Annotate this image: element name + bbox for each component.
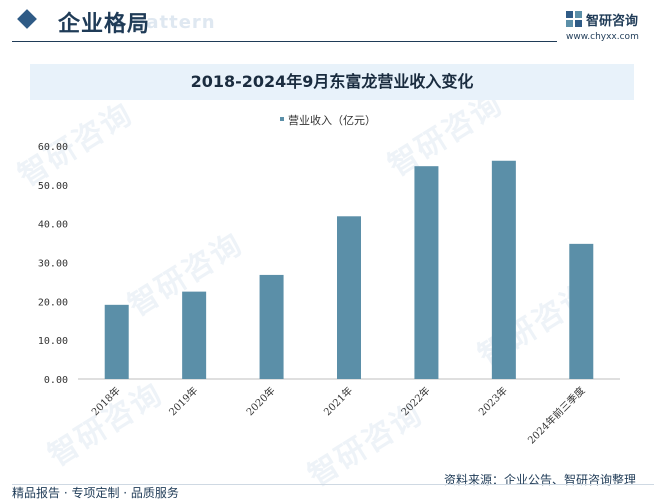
y-tick-label: 20.00 [38, 297, 68, 308]
bar [414, 166, 439, 379]
bar [337, 216, 361, 379]
source-note: 资料来源：企业公告、智研咨询整理 [444, 473, 637, 487]
header-divider [12, 41, 557, 42]
y-tick-label: 50.00 [38, 181, 68, 192]
x-tick-label: 2024年前三季度 [525, 384, 588, 447]
diamond-icon [17, 9, 37, 29]
header: e pattern 企业格局 智研咨询 www.chyxx.com [0, 0, 666, 44]
bar [104, 304, 129, 379]
chart-title-band: 2018-2024年9月东富龙营业收入变化 [30, 64, 634, 100]
footer-divider [12, 484, 654, 485]
brand-name: 智研咨询 [586, 14, 639, 29]
bar [182, 291, 207, 379]
bar-chart: 营业收入（亿元） 0.00 10.00 20.00 30.00 40.00 50.00 60.… [38, 113, 620, 447]
bar [569, 243, 594, 379]
legend-swatch [280, 117, 284, 121]
header-ghost-text: e pattern [112, 12, 216, 33]
bar [259, 274, 284, 379]
y-tick-label: 40.00 [38, 220, 68, 231]
footer-tagline: 精品报告 · 专项定制 · 品质服务 [12, 486, 179, 500]
bar [491, 160, 516, 379]
brand-logo-icon [566, 11, 582, 27]
chart-title: 2018-2024年9月东富龙营业收入变化 [190, 72, 474, 91]
section-title: 企业格局 [58, 12, 151, 37]
x-tick-label: 2022年 [398, 384, 432, 418]
y-tick-label: 30.00 [38, 259, 68, 270]
x-tick-label: 2018年 [89, 384, 123, 418]
brand-url: www.chyxx.com [566, 32, 639, 42]
y-tick-label: 10.00 [38, 336, 68, 347]
x-tick-label: 2019年 [166, 384, 200, 418]
legend-label: 营业收入（亿元） [288, 113, 376, 127]
y-tick-label: 60.00 [38, 142, 68, 153]
x-tick-label: 2020年 [243, 384, 277, 418]
x-tick-label: 2023年 [476, 384, 510, 418]
brand: 智研咨询 www.chyxx.com [566, 8, 658, 42]
y-tick-label: 0.00 [44, 375, 68, 386]
x-tick-label: 2021年 [321, 384, 355, 418]
